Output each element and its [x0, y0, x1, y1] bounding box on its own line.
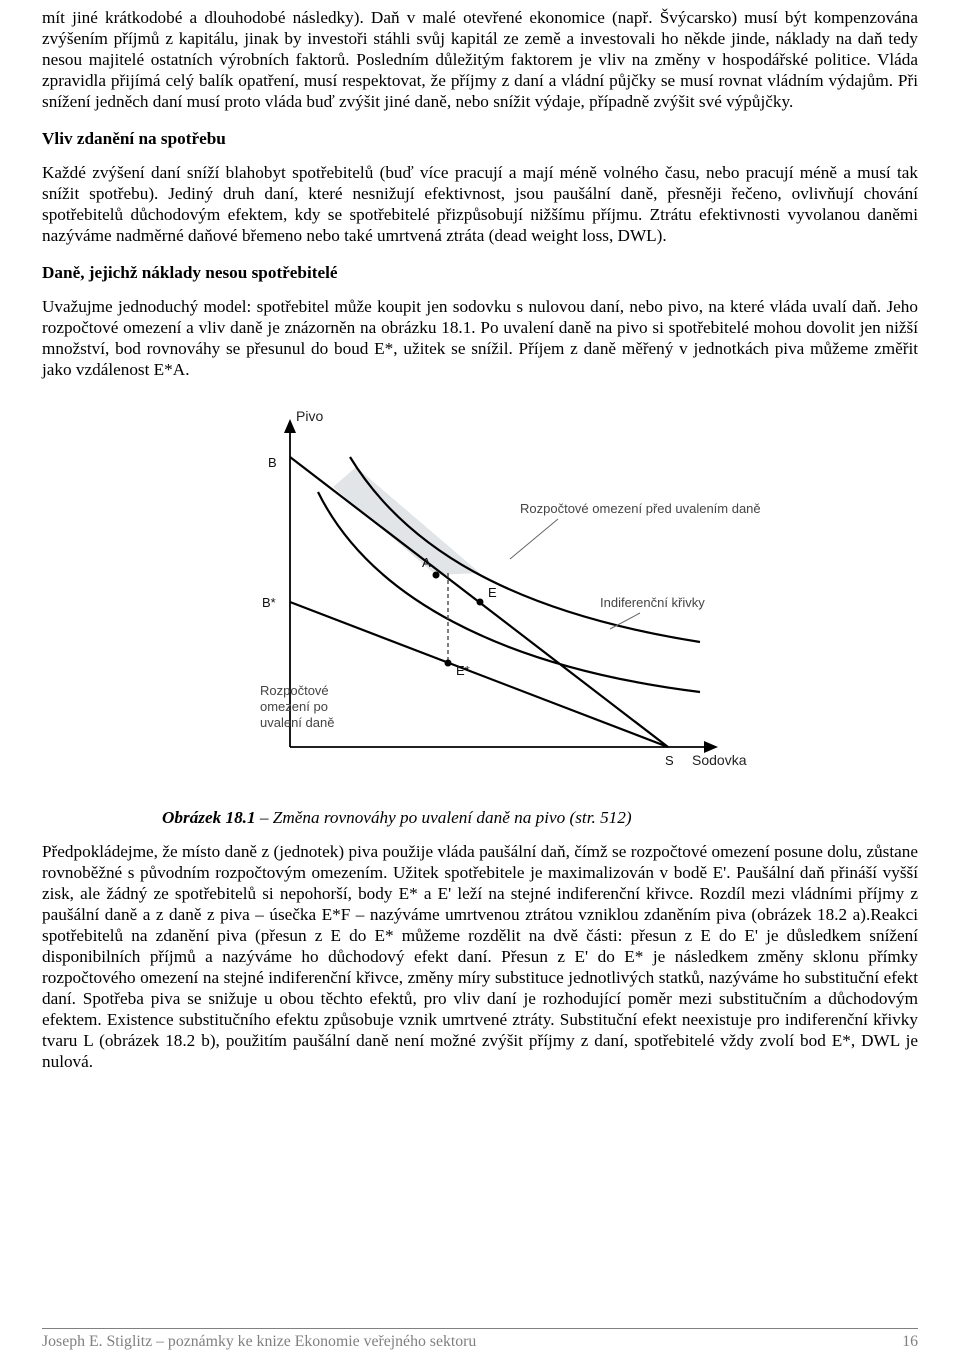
figure-caption-rest: – Změna rovnováhy po uvalení daně na piv… [256, 808, 632, 827]
paragraph-vliv-zdaneni: Každé zvýšení daní sníží blahobyt spotře… [42, 163, 918, 247]
indiff-curve-outer [350, 457, 700, 642]
paragraph-intro: mít jiné krátkodobé a dlouhodobé následk… [42, 8, 918, 113]
label-B: B [268, 455, 277, 470]
label-budget-pre: Rozpočtové omezení před uvalením daně [520, 501, 760, 516]
point-E [477, 598, 484, 605]
figure-caption: Obrázek 18.1 – Změna rovnováhy po uvalen… [162, 808, 918, 828]
label-E: E [488, 585, 497, 600]
label-A: A [422, 555, 431, 570]
x-axis-title: Sodovka [692, 752, 747, 768]
leader-budget-pre [510, 519, 558, 559]
y-axis-title: Pivo [296, 408, 323, 424]
point-Estar [445, 659, 452, 666]
diagram-svg: B B* A E E* S Pivo Sodov [200, 397, 760, 797]
shaded-region [333, 467, 480, 575]
footer: Joseph E. Stiglitz – poznámky ke knize E… [42, 1328, 918, 1351]
label-indiff: Indiferenční křivky [600, 595, 705, 610]
label-budget-post-l1: Rozpočtové [260, 683, 329, 698]
footer-left: Joseph E. Stiglitz – poznámky ke knize E… [42, 1333, 476, 1351]
label-budget-post-l2: omezení po [260, 699, 328, 714]
figure-caption-bold: Obrázek 18.1 [162, 808, 256, 827]
label-Bstar: B* [262, 595, 276, 610]
heading-dane-naklady: Daně, jejichž náklady nesou spotřebitelé [42, 263, 918, 283]
figure-18-1: B B* A E E* S Pivo Sodov [42, 397, 918, 802]
label-budget-post-l3: uvalení daně [260, 715, 334, 730]
paragraph-model: Uvažujme jednoduchý model: spotřebitel m… [42, 297, 918, 381]
paragraph-followup: Předpokládejme, že místo daně z (jednote… [42, 842, 918, 1073]
label-Estar: E* [456, 663, 470, 678]
heading-vliv-zdaneni: Vliv zdanění na spotřebu [42, 129, 918, 149]
footer-page-number: 16 [902, 1333, 918, 1351]
label-S: S [665, 753, 674, 768]
page: mít jiné krátkodobé a dlouhodobé následk… [0, 0, 960, 1369]
point-A [433, 571, 440, 578]
y-axis-arrow [284, 419, 296, 433]
